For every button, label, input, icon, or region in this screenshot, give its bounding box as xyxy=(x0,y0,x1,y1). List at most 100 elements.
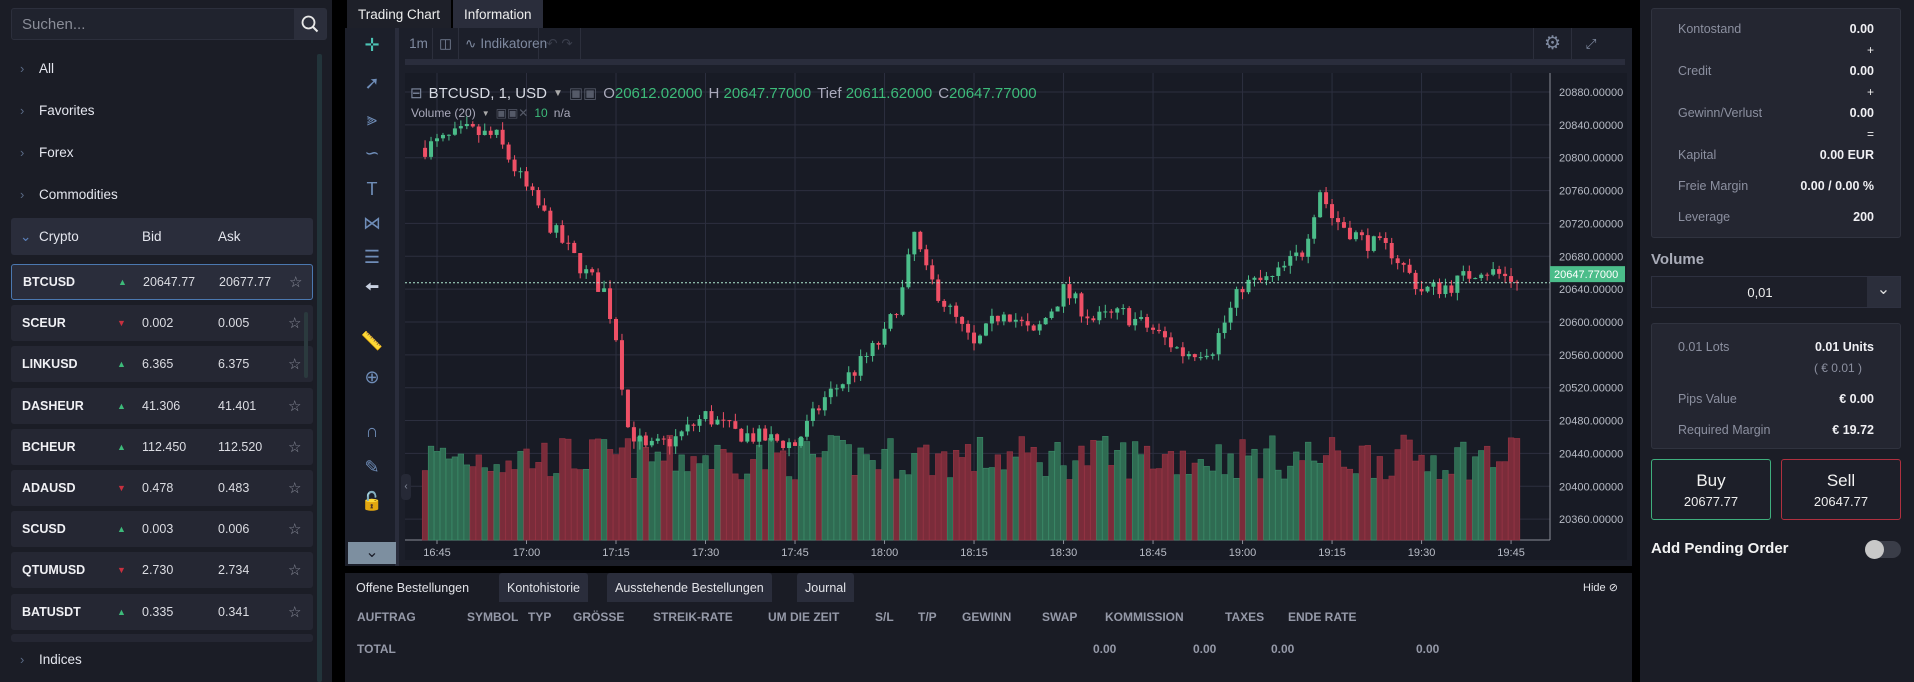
undo-icon[interactable]: ↶ xyxy=(546,35,558,51)
tab-journal[interactable]: Journal xyxy=(797,573,854,602)
symbol-title[interactable]: BTCUSD, 1, USD xyxy=(428,84,547,102)
zoom-in-icon[interactable]: ⊕ xyxy=(364,366,380,387)
tab-account-history[interactable]: Kontohistorie xyxy=(499,573,588,602)
star-icon[interactable]: ☆ xyxy=(288,397,302,415)
chevron-down-icon[interactable]: ⌄ xyxy=(348,542,396,564)
instrument-row[interactable]: ADAUSD ▼ 0.478 0.483 ☆ xyxy=(11,470,313,506)
instrument-row[interactable]: LINKUSD ▲ 6.365 6.375 ☆ xyxy=(11,346,313,383)
crosshair-icon[interactable]: ✛ xyxy=(364,34,380,55)
star-icon[interactable]: ☆ xyxy=(288,603,302,621)
instrument-row[interactable]: BTCUSD ▲ 20647.77 20677.77 ☆ xyxy=(11,264,313,300)
candlestick-chart[interactable]: 20880.00000 20840.00000 20800.00000 20760.0… xyxy=(405,73,1627,560)
category-commodities[interactable]: › Commodities xyxy=(20,184,118,204)
lock-icon[interactable]: 🔓 xyxy=(360,490,384,511)
list-scrollbar[interactable] xyxy=(304,312,308,378)
candle-type-icon[interactable]: ◫ xyxy=(433,28,459,59)
candle-body xyxy=(1186,354,1191,357)
instrument-row[interactable]: SCUSD ▲ 0.003 0.006 ☆ xyxy=(11,511,313,548)
legend-settings-icon[interactable]: ▣▣ xyxy=(568,85,598,102)
instrument-row[interactable]: SCEUR ▼ 0.002 0.005 ☆ xyxy=(11,305,313,342)
candle-body xyxy=(977,335,982,344)
volume-bar xyxy=(600,439,608,541)
candle-body xyxy=(1503,273,1508,277)
prediction-icon[interactable]: ☰ xyxy=(363,246,381,267)
redo-icon[interactable]: ↷ xyxy=(561,35,573,51)
candle-body xyxy=(530,186,535,191)
instrument-row[interactable]: BCHEUR ▲ 112.450 112.520 ☆ xyxy=(11,428,313,465)
category-indices[interactable]: › Indices xyxy=(20,649,82,669)
settings-gear-icon[interactable]: ⚙ xyxy=(1533,28,1572,59)
tab-open-orders[interactable]: Offene Bestellungen xyxy=(348,573,478,602)
volume-bar xyxy=(1454,447,1461,541)
volume-bar xyxy=(1269,435,1276,541)
chevron-down-icon[interactable]: ⌄ xyxy=(1867,277,1900,307)
brush-icon[interactable]: ∽ xyxy=(364,142,380,163)
candle-body xyxy=(822,397,827,411)
category-favorites[interactable]: › Favorites xyxy=(20,100,95,120)
search-input[interactable] xyxy=(12,9,292,39)
star-icon[interactable]: ☆ xyxy=(289,274,303,291)
star-icon[interactable]: ☆ xyxy=(288,315,302,333)
candle-body xyxy=(691,424,696,426)
tab-trading-chart[interactable]: Trading Chart xyxy=(347,0,452,28)
instrument-row[interactable]: BATUSDT ▲ 0.335 0.341 ☆ xyxy=(11,593,313,630)
pending-order-toggle[interactable] xyxy=(1865,540,1901,559)
volume-select[interactable]: 0,01 ⌄ xyxy=(1651,276,1901,308)
star-icon[interactable]: ☆ xyxy=(288,356,302,374)
lock-drawing-icon[interactable]: ✎ xyxy=(364,456,380,477)
undo-redo[interactable]: ↶ ↷ xyxy=(539,28,581,59)
hide-panel-button[interactable]: Hide ⊘ xyxy=(1575,573,1632,602)
column-header: SWAP xyxy=(1042,610,1078,624)
candle-body xyxy=(1401,263,1406,265)
trend-line-icon[interactable]: ➚ xyxy=(364,72,380,93)
instrument-row[interactable]: DASHEUR ▲ 41.306 41.401 ☆ xyxy=(11,387,313,424)
account-panel: Kontostand 0.00 + Credit 0.00 + Gewinn/Ver… xyxy=(1640,0,1914,682)
instrument-row[interactable]: QTUMUSD ▼ 2.730 2.734 ☆ xyxy=(11,552,313,589)
candle-body xyxy=(1145,317,1150,328)
search-button[interactable] xyxy=(294,9,326,39)
volume-bar xyxy=(1472,456,1479,541)
volume-bar xyxy=(1179,450,1186,541)
magnet-icon[interactable]: ∩ xyxy=(365,420,379,441)
dropdown-icon[interactable]: ▼ xyxy=(552,87,563,99)
pattern-icon[interactable]: ⋈ xyxy=(363,212,381,233)
candle-body xyxy=(1431,282,1436,287)
category-forex[interactable]: › Forex xyxy=(20,142,74,162)
volume-bar xyxy=(714,444,721,541)
volume-bar xyxy=(1108,465,1115,541)
tab-information[interactable]: Information xyxy=(453,0,543,28)
star-icon[interactable]: ☆ xyxy=(288,438,302,456)
buy-button[interactable]: Buy 20677.77 xyxy=(1651,459,1771,520)
star-icon[interactable]: ☆ xyxy=(288,562,302,580)
category-all[interactable]: › All xyxy=(20,58,54,78)
star-icon[interactable]: ☆ xyxy=(288,480,302,497)
volume-label[interactable]: Volume (20) xyxy=(411,106,476,120)
fullscreen-icon[interactable]: ⤢ xyxy=(1585,35,1597,51)
volume-bar xyxy=(1466,479,1473,541)
star-icon[interactable]: ☆ xyxy=(288,521,302,539)
sell-button[interactable]: Sell 20647.77 xyxy=(1781,459,1901,520)
volume-bar xyxy=(1114,450,1121,541)
volume-bar xyxy=(970,471,978,541)
volume-bar xyxy=(1496,461,1503,541)
volume-bar xyxy=(1299,460,1306,541)
ruler-icon[interactable]: 📏 xyxy=(360,330,384,351)
price-tick-label: 20440.00000 xyxy=(1559,448,1623,460)
fib-tool-icon[interactable]: ⫸ xyxy=(366,108,378,129)
candle-body xyxy=(1139,317,1144,319)
ask-column-header: Ask xyxy=(218,229,241,244)
category-crypto-header[interactable]: ⌄ Crypto Bid Ask xyxy=(11,218,313,255)
volume-bar xyxy=(917,447,924,541)
volume-settings-icon[interactable]: ▣▣✕ xyxy=(495,106,529,120)
collapse-toolbar-handle[interactable]: ‹ xyxy=(401,474,411,500)
volume-bar xyxy=(660,460,667,541)
sidebar-scrollbar[interactable] xyxy=(317,54,322,682)
volume-bar xyxy=(1317,463,1324,541)
indicators-button[interactable]: ∿ Indikatoren xyxy=(459,28,547,59)
interval-button[interactable]: 1m xyxy=(405,28,433,59)
collapse-legend-icon[interactable]: ⊟ xyxy=(410,85,423,102)
dropdown-icon[interactable]: ▼ xyxy=(481,108,490,118)
text-tool-icon[interactable]: T xyxy=(366,178,378,199)
tab-pending-orders[interactable]: Ausstehende Bestellungen xyxy=(607,573,772,602)
arrow-left-icon[interactable]: 🠨 xyxy=(364,277,380,297)
